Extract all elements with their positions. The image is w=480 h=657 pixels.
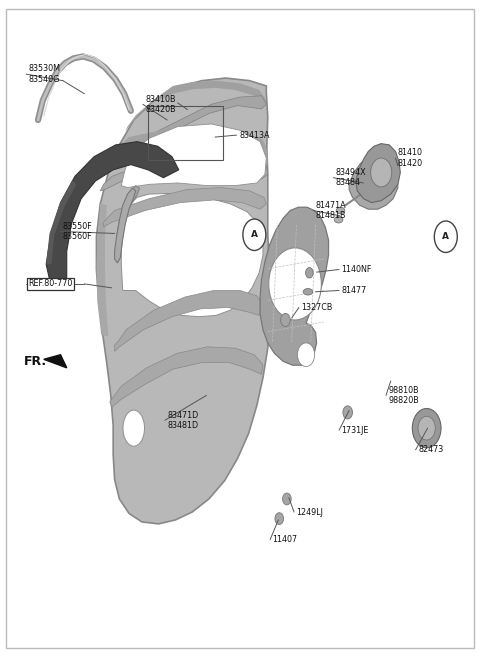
Polygon shape	[117, 185, 140, 253]
Circle shape	[418, 417, 435, 440]
Polygon shape	[46, 180, 76, 264]
Text: 83471D
83481D: 83471D 83481D	[167, 411, 199, 430]
Polygon shape	[110, 347, 263, 407]
Text: 81477: 81477	[341, 286, 367, 295]
Polygon shape	[356, 144, 400, 202]
Polygon shape	[113, 127, 268, 165]
Text: A: A	[442, 232, 449, 241]
Polygon shape	[115, 290, 263, 351]
Polygon shape	[115, 188, 136, 263]
Text: 83550F
83560F: 83550F 83560F	[63, 222, 93, 241]
Text: 83494X
83484: 83494X 83484	[336, 168, 366, 187]
Polygon shape	[121, 193, 263, 317]
Circle shape	[412, 409, 441, 448]
Circle shape	[275, 512, 284, 524]
Polygon shape	[260, 207, 328, 365]
Circle shape	[269, 248, 322, 320]
Text: A: A	[251, 230, 258, 239]
Text: 1731JE: 1731JE	[341, 426, 369, 435]
Ellipse shape	[334, 216, 343, 223]
Circle shape	[298, 343, 315, 367]
Text: 1249LJ: 1249LJ	[297, 508, 324, 516]
Text: 82473: 82473	[418, 445, 444, 454]
Circle shape	[434, 221, 457, 252]
Text: 81410
81420: 81410 81420	[398, 148, 423, 168]
Text: 1327CB: 1327CB	[301, 303, 333, 312]
Text: 83413A: 83413A	[239, 131, 270, 139]
Polygon shape	[46, 142, 179, 284]
Polygon shape	[96, 204, 108, 336]
Ellipse shape	[336, 207, 345, 214]
Text: 83530M
83540G: 83530M 83540G	[28, 64, 60, 84]
Ellipse shape	[123, 410, 144, 446]
Text: 83410B
83420B: 83410B 83420B	[145, 95, 176, 114]
Polygon shape	[121, 124, 266, 187]
Text: 81471A
81481B: 81471A 81481B	[316, 201, 346, 220]
Text: FR.: FR.	[24, 355, 47, 368]
Polygon shape	[125, 81, 266, 132]
Text: 98810B
98820B: 98810B 98820B	[388, 386, 419, 405]
Circle shape	[306, 267, 313, 278]
Polygon shape	[44, 355, 67, 368]
Text: 11407: 11407	[273, 535, 298, 544]
Circle shape	[281, 313, 290, 327]
Circle shape	[283, 493, 291, 505]
Circle shape	[243, 219, 266, 250]
Ellipse shape	[303, 288, 313, 295]
Text: REF.80-770: REF.80-770	[28, 279, 73, 288]
Circle shape	[371, 158, 392, 187]
Text: 1140NF: 1140NF	[341, 265, 372, 274]
Circle shape	[343, 406, 352, 419]
Polygon shape	[100, 152, 268, 191]
Polygon shape	[104, 187, 266, 227]
Polygon shape	[96, 78, 270, 524]
Polygon shape	[349, 157, 398, 209]
Polygon shape	[113, 96, 266, 170]
